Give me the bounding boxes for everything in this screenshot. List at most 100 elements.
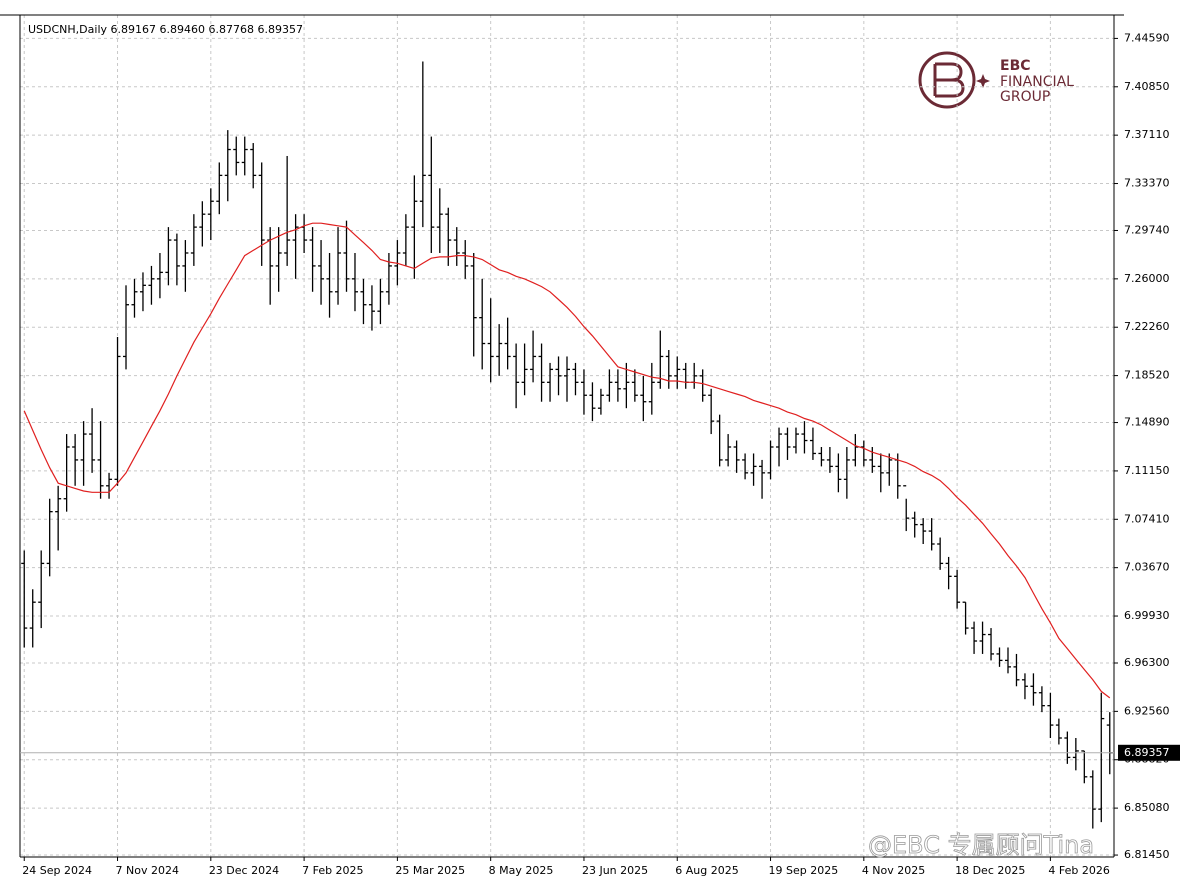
ohlc-bar [555, 356, 562, 396]
ohlc-bar [496, 324, 503, 376]
ohlc-bar [928, 518, 935, 551]
ohlc-bar [479, 278, 486, 370]
ohlc-bar [911, 511, 918, 538]
ohlc-bar [72, 434, 79, 486]
ohlc-bar [216, 162, 223, 215]
ohlc-bar [521, 343, 528, 396]
y-tick-label: 7.22260 [1124, 320, 1170, 333]
y-tick-label: 7.11150 [1124, 464, 1170, 477]
ohlc-bar [250, 143, 257, 189]
ohlc-bar [114, 337, 121, 486]
ohlc-bar [258, 162, 265, 266]
ohlc-bar [402, 214, 409, 266]
ohlc-bar [1055, 718, 1062, 745]
ohlc-bar [453, 227, 460, 266]
ohlc-bar [742, 453, 749, 480]
ohlc-bar [139, 272, 146, 312]
price-label-box [1118, 744, 1180, 761]
ohlc-bar [309, 227, 316, 292]
ohlc-bar [487, 298, 494, 383]
ohlc-bar [988, 628, 995, 661]
ohlc-bar [148, 265, 155, 305]
ohlc-bar [63, 434, 70, 512]
ohlc-bar [996, 647, 1003, 667]
ohlc-bar [733, 440, 740, 473]
ohlc-bar [945, 556, 952, 590]
ohlc-bar [801, 421, 808, 454]
ohlc-bar [318, 240, 325, 305]
ohlc-bar [674, 356, 681, 389]
ohlc-bar [835, 453, 842, 493]
y-tick-label: 7.07410 [1124, 512, 1170, 525]
ohlc-bar [665, 349, 672, 389]
chart-title: USDCNH,Daily 6.89167 6.89460 6.87768 6.8… [28, 23, 303, 36]
price-label: 6.89357 [1124, 746, 1170, 759]
ohlc-bar [394, 240, 401, 286]
ohlc-bar [826, 446, 833, 473]
ohlc-bar [1072, 738, 1079, 771]
ohlc-bar [962, 601, 969, 635]
x-tick-label: 23 Dec 2024 [209, 864, 279, 877]
ohlc-bar [937, 537, 944, 570]
ohlc-bar [360, 278, 367, 325]
ohlc-bar [614, 369, 621, 402]
y-tick-label: 6.92560 [1124, 704, 1170, 717]
ohlc-bar [1004, 647, 1011, 674]
ohlc-bar [411, 175, 418, 279]
x-tick-label: 24 Sep 2024 [22, 864, 92, 877]
ohlc-bar [971, 621, 978, 654]
ohlc-bar [190, 214, 197, 266]
ohlc-bar [843, 446, 850, 499]
ohlc-bar [1098, 692, 1105, 823]
ohlc-bar [954, 569, 961, 609]
ohlc-bar [784, 427, 791, 460]
ohlc-bar [538, 343, 545, 402]
ohlc-bar [97, 421, 104, 499]
x-tick-label: 4 Feb 2026 [1048, 864, 1109, 877]
ohlc-bar [29, 589, 36, 648]
ohlc-bar [21, 550, 28, 648]
y-tick-label: 7.37110 [1124, 128, 1170, 141]
ohlc-bar [224, 130, 231, 202]
ohlc-bar [809, 427, 816, 460]
ohlc-bar [1047, 692, 1054, 739]
y-tick-label: 7.29740 [1124, 223, 1170, 236]
ohlc-bar [759, 459, 766, 499]
ohlc-bar [886, 453, 893, 486]
ohlc-bar [606, 369, 613, 402]
ohlc-bar [233, 136, 240, 176]
ohlc-bar [156, 252, 163, 299]
ohlc-bar [597, 388, 604, 415]
y-tick-label: 7.44590 [1124, 31, 1170, 44]
ohlc-bar [750, 453, 757, 486]
ohlc-bar [657, 330, 664, 389]
ohlc-bar [428, 136, 435, 253]
ohlc-bar [547, 362, 554, 402]
x-tick-label: 25 Mar 2025 [395, 864, 465, 877]
y-tick-label: 6.85080 [1124, 801, 1170, 814]
ohlc-bar [1013, 653, 1020, 687]
ohlc-bar [377, 278, 384, 325]
ohlc-bar [241, 136, 248, 176]
ohlc-bar [284, 155, 291, 266]
ohlc-bar [445, 207, 452, 266]
x-tick-label: 4 Nov 2025 [862, 864, 925, 877]
ohlc-bar [351, 252, 358, 312]
ohlc-bar [725, 434, 732, 467]
ohlc-bar [123, 285, 130, 370]
x-tick-label: 7 Nov 2024 [116, 864, 179, 877]
ohlc-bar [106, 472, 113, 499]
ohlc-bar [343, 220, 350, 292]
ohlc-bar [564, 356, 570, 402]
y-tick-label: 6.96300 [1124, 656, 1170, 669]
ohlc-bar [699, 369, 706, 402]
ohlc-bar [776, 427, 783, 467]
ohlc-bar [436, 188, 443, 253]
x-tick-label: 6 Aug 2025 [675, 864, 738, 877]
ohlc-bar [419, 61, 426, 228]
ohlc-bar [275, 227, 282, 292]
y-tick-label: 6.81450 [1124, 848, 1170, 861]
ohlc-bar [589, 382, 596, 422]
